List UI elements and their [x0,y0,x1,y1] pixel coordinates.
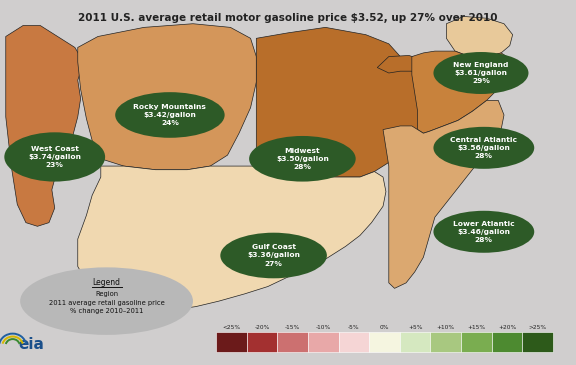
Text: +10%: +10% [437,325,455,330]
Bar [369,332,400,352]
Ellipse shape [433,52,529,94]
Text: Rocky Mountains
$3.42/gallon
24%: Rocky Mountains $3.42/gallon 24% [134,104,206,126]
Bar [461,332,492,352]
Ellipse shape [220,233,327,278]
Bar [277,332,308,352]
Text: 0%: 0% [380,325,389,330]
Text: Midwest
$3.50/gallon
28%: Midwest $3.50/gallon 28% [276,147,329,170]
Polygon shape [6,26,84,226]
Text: Gulf Coast
$3.36/gallon
27%: Gulf Coast $3.36/gallon 27% [247,244,300,267]
Text: -10%: -10% [316,325,331,330]
Bar [216,332,247,352]
Text: 2011 U.S. average retail motor gasoline price $3.52, up 27% over 2010: 2011 U.S. average retail motor gasoline … [78,13,498,23]
Text: Lower Atlantic
$3.46/gallon
28%: Lower Atlantic $3.46/gallon 28% [453,220,514,243]
Bar [522,332,553,352]
Text: -5%: -5% [348,325,359,330]
Ellipse shape [249,136,356,182]
Text: West Coast
$3.74/gallon
23%: West Coast $3.74/gallon 23% [28,146,81,168]
Ellipse shape [433,127,535,169]
Text: Central Atlantic
$3.56/gallon
28%: Central Atlantic $3.56/gallon 28% [450,137,517,159]
Text: +20%: +20% [498,325,516,330]
Bar [308,332,339,352]
Ellipse shape [115,92,225,138]
Text: -15%: -15% [285,325,300,330]
Bar [339,332,369,352]
Ellipse shape [5,132,105,182]
Polygon shape [78,166,386,310]
Text: <25%: <25% [222,325,240,330]
Text: >25%: >25% [529,325,547,330]
Bar [247,332,277,352]
Ellipse shape [20,267,193,335]
Bar [400,332,430,352]
Text: +5%: +5% [408,325,422,330]
Polygon shape [446,16,513,57]
Polygon shape [377,55,423,73]
Ellipse shape [433,211,535,253]
Polygon shape [412,51,510,133]
Text: Region
2011 average retail gasoline price
% change 2010–2011: Region 2011 average retail gasoline pric… [49,291,164,315]
Text: Legend: Legend [93,278,120,287]
Text: -20%: -20% [254,325,270,330]
Bar [492,332,522,352]
Polygon shape [78,24,256,170]
Text: New England
$3.61/gallon
29%: New England $3.61/gallon 29% [453,62,509,84]
Bar [430,332,461,352]
Polygon shape [383,100,504,288]
Polygon shape [256,27,429,177]
Text: +15%: +15% [467,325,486,330]
Text: eia: eia [19,337,44,353]
